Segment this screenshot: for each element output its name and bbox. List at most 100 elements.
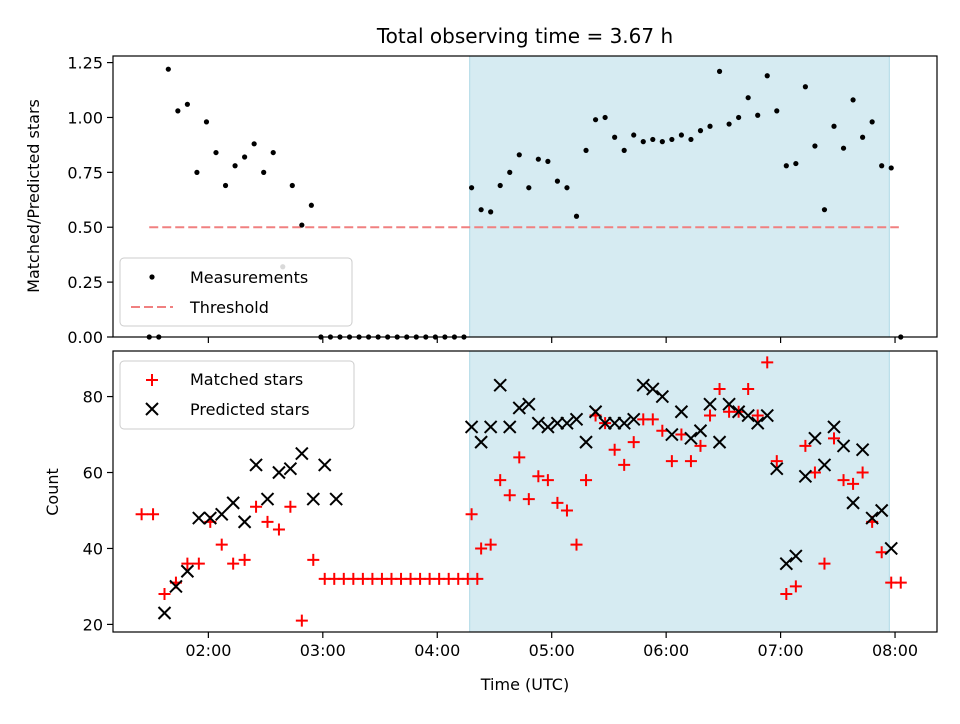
predicted-star-point (874, 503, 889, 518)
measurement-point (764, 73, 770, 79)
matched-star-point (513, 451, 526, 464)
top-y-tick-label: 0.50 (67, 218, 103, 237)
predicted-star-point (855, 443, 870, 457)
predicted-star-point (770, 462, 784, 476)
predicted-star-point (798, 469, 813, 484)
matched-star-point (675, 428, 688, 441)
predicted-star-point (283, 462, 298, 476)
predicted-star-point (731, 405, 746, 419)
matched-star-point (818, 557, 831, 570)
predicted-star-point (636, 378, 650, 392)
measurement-point (203, 119, 210, 125)
matched-star-point (551, 496, 564, 509)
matched-star-point (789, 580, 802, 593)
measurement-point (650, 136, 656, 143)
bottom-y-tick-label: 20 (83, 615, 103, 634)
measurement-point (554, 178, 561, 184)
bottom-y-axis-label: Count (43, 468, 62, 516)
legend-label-matched: Matched stars (190, 370, 303, 389)
top-legend-box (119, 257, 353, 327)
matched-star-point (158, 588, 171, 601)
matched-star-point (627, 436, 640, 449)
predicted-star-point (541, 420, 555, 434)
count-points (135, 356, 907, 627)
measurement-point (697, 128, 704, 134)
predicted-star-point (464, 420, 479, 434)
predicted-star-point (760, 408, 774, 423)
predicted-star-point (169, 579, 183, 594)
x-tick-label: 02:00 (185, 641, 231, 660)
matched-star-point (532, 470, 545, 483)
predicted-star-point (522, 397, 536, 411)
measurement-point (659, 139, 665, 145)
measurement-point (850, 97, 856, 103)
matched-star-point (272, 523, 285, 536)
matched-star-point (618, 458, 631, 471)
measurement-point (802, 84, 808, 90)
predicted-star-point (617, 416, 631, 430)
matched-star-point (770, 455, 783, 468)
matched-star-point (560, 504, 573, 517)
predicted-star-point (684, 431, 698, 446)
measurement-point (888, 165, 894, 171)
bottom-legend: Matched stars Predicted stars (119, 360, 355, 430)
predicted-star-point (789, 549, 803, 563)
matched-star-point (828, 432, 840, 445)
x-tick-label: 08:00 (872, 641, 918, 660)
x-tick-label: 06:00 (643, 641, 689, 660)
matched-star-point (665, 455, 678, 468)
measurement-point (222, 182, 229, 189)
x-axis-label: Time (UTC) (480, 675, 569, 694)
measurement-point (497, 182, 503, 189)
measurement-point (526, 185, 532, 191)
top-y-tick-label: 1.25 (67, 54, 103, 73)
matched-star-point (761, 356, 774, 369)
matched-star-point (704, 409, 717, 422)
matched-star-point (570, 538, 583, 551)
matched-star-point (694, 439, 707, 452)
measurement-point (232, 163, 238, 169)
predicted-star-point (318, 458, 332, 472)
matched-star-point (608, 443, 621, 456)
predicted-star-point (249, 458, 263, 472)
measurement-point (184, 101, 190, 107)
measurement-point (516, 152, 522, 158)
predicted-star-point (503, 420, 517, 434)
predicted-star-point (836, 439, 851, 453)
matched-star-point (471, 572, 484, 585)
measurement-point (175, 108, 181, 114)
matched-star-point (295, 614, 308, 627)
matched-star-point (780, 588, 793, 601)
predicted-star-point (215, 507, 229, 521)
top-y-ticks: 0.00 0.25 0.50 0.75 1.00 1.25 (67, 54, 113, 347)
top-y-tick-label: 1.00 (67, 108, 103, 127)
measurement-point (592, 117, 599, 123)
predicted-star-point (693, 424, 708, 438)
predicted-star-point (750, 416, 765, 430)
matched-star-point (215, 538, 228, 551)
matched-star-point (135, 508, 148, 521)
predicted-star-point (579, 435, 593, 449)
predicted-star-point (627, 412, 641, 427)
measurement-point (621, 147, 627, 153)
predicted-star-point (306, 492, 320, 506)
predicted-star-point (329, 492, 343, 506)
predicted-star-point (203, 511, 217, 525)
measurement-points (146, 66, 904, 340)
top-y-axis-label: Matched/Predicted stars (24, 99, 43, 293)
top-shaded-region (469, 55, 890, 338)
predicted-star-point (827, 420, 841, 434)
measurement-point (840, 145, 847, 151)
measurement-point (602, 114, 608, 121)
measurement-point (669, 136, 675, 143)
legend-label-measurements: Measurements (190, 268, 308, 287)
measurement-point (251, 141, 257, 147)
top-y-tick-label: 0.00 (67, 328, 103, 347)
measurement-point (535, 156, 541, 162)
matched-star-point (284, 500, 297, 513)
measurement-point (774, 108, 780, 114)
predicted-star-point (493, 378, 507, 392)
top-panel: 0.00 0.25 0.50 0.75 1.00 1.25 Total observing… (24, 24, 938, 347)
x-tick-label: 04:00 (414, 641, 460, 660)
